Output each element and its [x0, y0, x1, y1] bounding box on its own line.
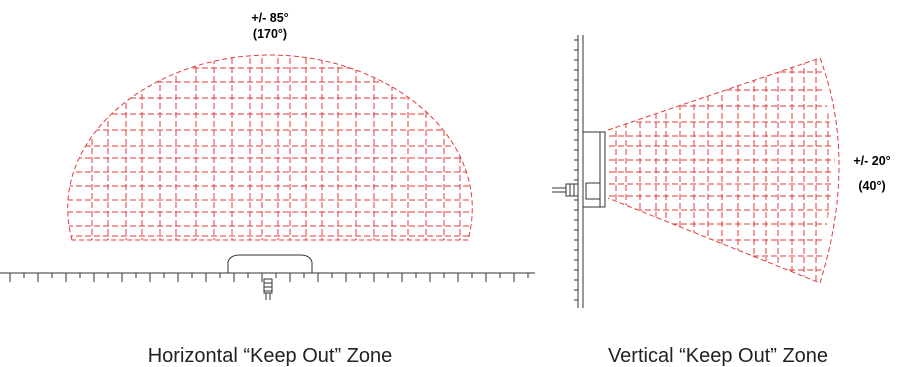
vertical-zone-outline [607, 57, 840, 284]
vertical-zone-grid [608, 58, 835, 283]
horizontal-zone-grid [67, 55, 473, 240]
horizontal-angle-total-label: (170°) [253, 27, 287, 41]
vertical-zone-caption: Vertical “Keep Out” Zone [608, 345, 828, 367]
horizontal-zone-figure: +/- 85° (170°) Horizontal “Keep Out” Zon… [0, 11, 535, 367]
horizontal-zone-outline [67, 54, 473, 241]
horizontal-zone-caption: Horizontal “Keep Out” Zone [148, 345, 393, 367]
vertical-angle-total-label: (40°) [858, 179, 885, 193]
vertical-zone-figure: +/- 20° (40°) Vertical “Keep Out” Zone [552, 35, 891, 367]
horizontal-mount-hardware [0, 254, 535, 300]
vertical-mount-hardware [552, 35, 606, 308]
horizontal-angle-label: +/- 85° [251, 11, 288, 25]
vertical-angle-label: +/- 20° [853, 154, 890, 168]
